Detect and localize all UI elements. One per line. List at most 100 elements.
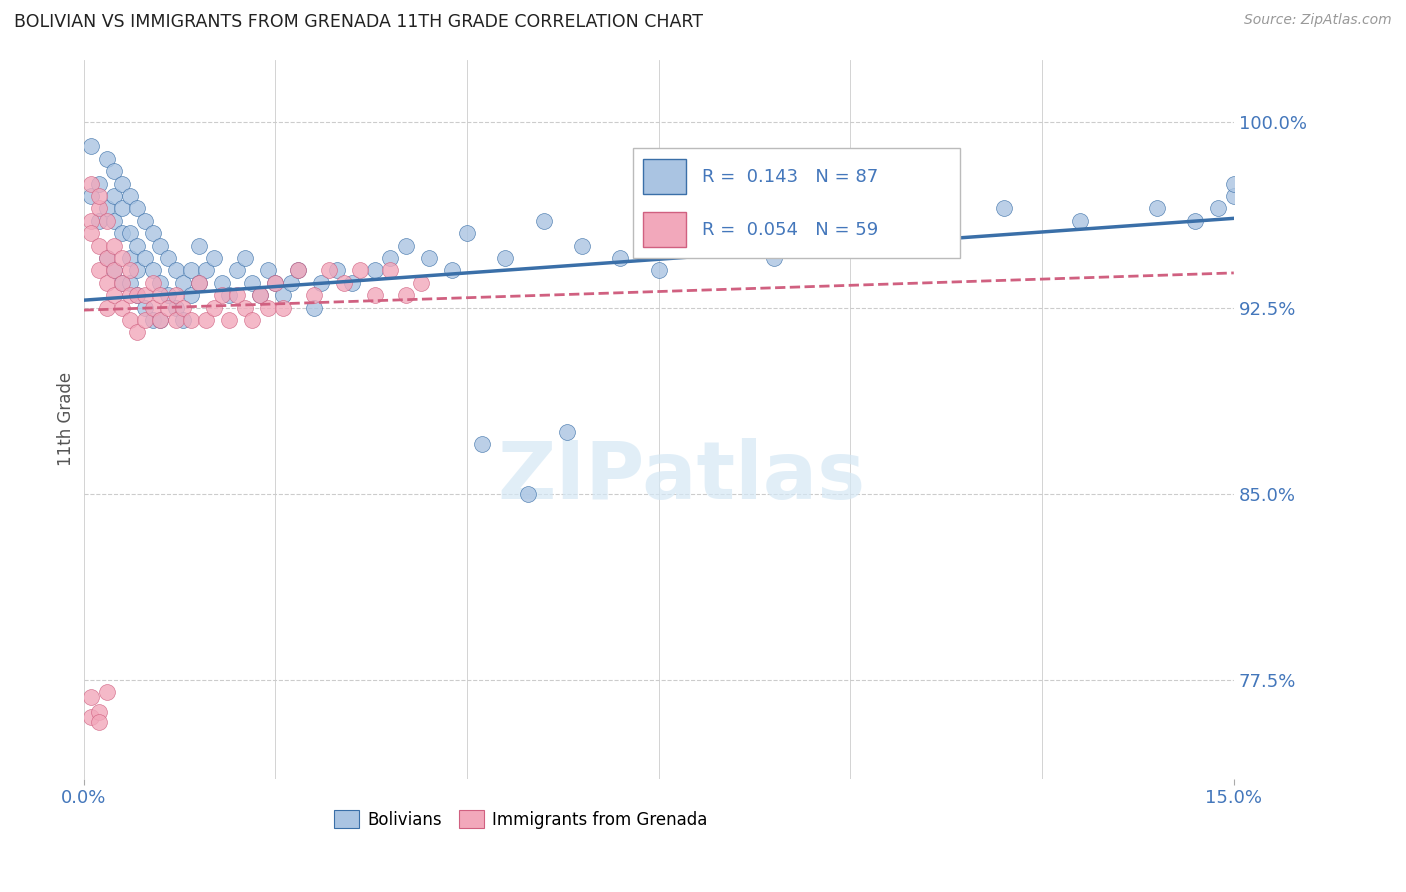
Point	[96, 251, 118, 265]
Point	[149, 313, 172, 327]
Point	[80, 690, 103, 704]
Point	[1146, 202, 1168, 216]
Point	[87, 714, 110, 729]
Point	[111, 251, 134, 265]
Point	[127, 238, 149, 252]
Point	[287, 263, 309, 277]
Point	[103, 238, 125, 252]
Point	[418, 251, 440, 265]
Point	[609, 251, 631, 265]
Point	[517, 486, 540, 500]
Point	[111, 276, 134, 290]
Point	[839, 214, 862, 228]
Point	[165, 313, 187, 327]
Point	[686, 226, 709, 240]
Point	[127, 326, 149, 340]
Point	[127, 202, 149, 216]
Point	[877, 226, 900, 240]
Text: R =  0.143   N = 87: R = 0.143 N = 87	[702, 168, 879, 186]
Point	[249, 288, 271, 302]
Point	[80, 214, 103, 228]
Text: ZIPatlas: ZIPatlas	[498, 438, 866, 516]
Point	[87, 238, 110, 252]
Point	[218, 313, 240, 327]
Point	[134, 214, 156, 228]
Point	[149, 313, 172, 327]
Point	[149, 288, 172, 302]
Point	[380, 251, 402, 265]
Point	[225, 263, 247, 277]
Point	[141, 226, 163, 240]
Point	[103, 164, 125, 178]
Point	[118, 226, 141, 240]
Point	[180, 263, 202, 277]
Point	[96, 152, 118, 166]
Point	[96, 202, 118, 216]
Point	[127, 288, 149, 302]
Point	[141, 276, 163, 290]
Point	[165, 301, 187, 315]
Point	[134, 251, 156, 265]
Point	[240, 313, 263, 327]
Point	[111, 226, 134, 240]
Point	[96, 276, 118, 290]
Point	[915, 214, 938, 228]
Point	[172, 313, 194, 327]
Point	[165, 263, 187, 277]
Legend: Bolivians, Immigrants from Grenada: Bolivians, Immigrants from Grenada	[328, 804, 714, 835]
Point	[309, 276, 332, 290]
Point	[364, 288, 387, 302]
Point	[225, 288, 247, 302]
Point	[256, 263, 278, 277]
Point	[149, 238, 172, 252]
Point	[494, 251, 516, 265]
Point	[1223, 189, 1246, 203]
Point	[103, 189, 125, 203]
Point	[762, 251, 785, 265]
Point	[134, 301, 156, 315]
Point	[993, 202, 1015, 216]
Point	[647, 263, 669, 277]
Point	[127, 288, 149, 302]
Point	[149, 276, 172, 290]
Point	[195, 263, 218, 277]
Point	[218, 288, 240, 302]
Point	[96, 301, 118, 315]
Point	[280, 276, 302, 290]
Point	[87, 705, 110, 719]
Point	[264, 276, 287, 290]
Point	[141, 313, 163, 327]
Point	[271, 301, 294, 315]
Text: R =  0.054   N = 59: R = 0.054 N = 59	[702, 220, 879, 238]
Point	[287, 263, 309, 277]
Point	[187, 238, 209, 252]
Point	[165, 288, 187, 302]
Point	[1223, 177, 1246, 191]
Point	[233, 301, 256, 315]
Point	[172, 276, 194, 290]
Point	[380, 263, 402, 277]
Point	[456, 226, 478, 240]
Point	[103, 214, 125, 228]
Point	[271, 288, 294, 302]
Point	[156, 301, 179, 315]
Point	[394, 238, 416, 252]
Point	[80, 226, 103, 240]
Point	[172, 301, 194, 315]
Point	[302, 301, 325, 315]
Point	[111, 177, 134, 191]
Point	[409, 276, 432, 290]
Text: BOLIVIAN VS IMMIGRANTS FROM GRENADA 11TH GRADE CORRELATION CHART: BOLIVIAN VS IMMIGRANTS FROM GRENADA 11TH…	[14, 13, 703, 31]
Point	[134, 288, 156, 302]
Point	[156, 251, 179, 265]
Point	[80, 710, 103, 724]
Point	[533, 214, 555, 228]
Point	[1184, 214, 1206, 228]
Point	[240, 276, 263, 290]
Y-axis label: 11th Grade: 11th Grade	[58, 372, 75, 467]
Point	[111, 202, 134, 216]
Point	[87, 177, 110, 191]
Point	[256, 301, 278, 315]
Point	[187, 276, 209, 290]
Point	[325, 263, 347, 277]
